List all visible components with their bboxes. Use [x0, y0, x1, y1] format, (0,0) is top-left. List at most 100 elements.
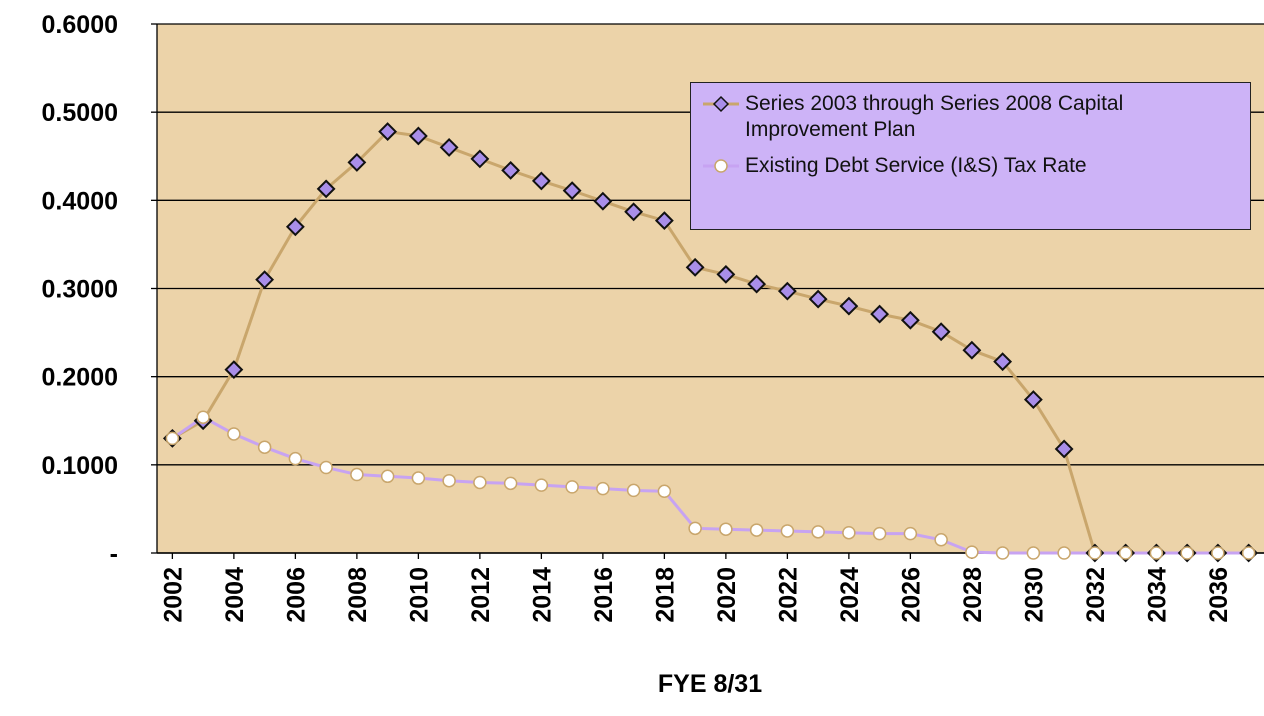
marker-diamond	[624, 202, 644, 222]
marker-circle	[257, 440, 272, 454]
marker-circle	[503, 476, 518, 491]
legend-marker	[712, 95, 730, 113]
marker-diamond	[316, 179, 336, 199]
marker-circle	[1149, 546, 1164, 560]
x-tick-label: 2034	[1143, 567, 1171, 623]
x-tick-label: 2032	[1082, 567, 1110, 623]
marker-diamond	[808, 289, 828, 309]
marker-circle	[626, 483, 641, 498]
marker-diamond	[439, 138, 459, 157]
marker-circle	[288, 451, 303, 466]
legend-icon	[703, 159, 739, 173]
x-tick-label: 2016	[590, 567, 618, 623]
marker-circle	[903, 526, 918, 541]
marker-diamond	[747, 274, 767, 294]
marker-circle	[1088, 546, 1102, 560]
marker-circle	[995, 546, 1010, 560]
marker-diamond	[1054, 439, 1074, 459]
marker-circle	[934, 533, 948, 547]
x-tick-label: 2006	[282, 567, 310, 623]
marker-diamond	[931, 322, 951, 342]
x-tick-label: 2022	[774, 567, 802, 623]
x-tick-label: 2012	[467, 567, 495, 623]
marker-circle	[442, 473, 456, 488]
x-tick-label: 2004	[221, 567, 249, 623]
legend-item: Existing Debt Service (I&S) Tax Rate	[701, 153, 1240, 179]
x-tick-label: 2024	[836, 567, 864, 623]
legend-item: Series 2003 through Series 2008 Capital …	[701, 91, 1240, 143]
marker-diamond	[654, 211, 674, 231]
y-tick-label: 0.3000	[42, 276, 118, 304]
x-tick-label: 2026	[897, 567, 925, 623]
marker-diamond	[347, 153, 367, 172]
legend-icon	[703, 95, 739, 113]
marker-diamond	[777, 281, 797, 301]
x-tick-label: 2014	[528, 567, 556, 623]
marker-circle	[811, 525, 825, 539]
marker-diamond	[870, 304, 890, 324]
marker-diamond	[685, 257, 705, 277]
marker-circle	[688, 521, 702, 536]
marker-diamond	[408, 126, 428, 146]
marker-circle	[473, 475, 487, 490]
marker-circle	[1241, 546, 1256, 560]
marker-circle	[1211, 546, 1225, 560]
legend-label: Existing Debt Service (I&S) Tax Rate	[745, 154, 1087, 177]
legend-label: Series 2003 through Series 2008 Capital …	[745, 92, 1124, 141]
marker-circle	[380, 469, 395, 484]
y-tick-label: -	[110, 540, 118, 568]
marker-diamond	[962, 340, 982, 360]
marker-circle	[1118, 546, 1133, 560]
x-tick-label: 2002	[159, 567, 187, 623]
x-tick-label: 2030	[1020, 567, 1048, 623]
marker-circle	[319, 460, 333, 475]
marker-diamond	[531, 171, 551, 191]
y-tick-label: 0.5000	[42, 99, 118, 127]
marker-circle	[227, 427, 241, 441]
marker-circle	[780, 524, 795, 538]
x-tick-label: 2008	[344, 567, 372, 623]
x-tick-label: 2028	[959, 567, 987, 623]
marker-circle	[534, 478, 549, 492]
marker-diamond	[378, 122, 398, 141]
marker-circle	[842, 525, 856, 540]
marker-circle	[350, 467, 364, 482]
marker-diamond	[224, 360, 244, 380]
marker-circle	[657, 484, 672, 499]
legend: Series 2003 through Series 2008 Capital …	[690, 82, 1251, 230]
marker-circle	[872, 526, 887, 541]
x-tick-label: 2020	[713, 567, 741, 623]
y-tick-label: 0.6000	[42, 11, 118, 39]
marker-diamond	[285, 217, 305, 237]
y-tick-label: 0.2000	[42, 364, 118, 392]
y-tick-label: 0.4000	[42, 187, 118, 215]
legend-marker	[714, 159, 728, 173]
marker-circle	[196, 410, 210, 424]
x-tick-label: 2010	[405, 567, 433, 623]
x-tick-label: 2036	[1205, 567, 1233, 623]
x-axis-title: FYE 8/31	[658, 670, 762, 698]
marker-diamond	[839, 296, 859, 316]
marker-circle	[596, 481, 610, 496]
marker-diamond	[993, 352, 1013, 372]
marker-circle	[411, 471, 426, 485]
marker-circle	[1057, 546, 1071, 560]
marker-circle	[719, 522, 733, 536]
marker-circle	[165, 431, 180, 446]
marker-diamond	[255, 270, 275, 290]
marker-circle	[965, 545, 979, 559]
marker-diamond	[470, 149, 490, 169]
marker-diamond	[1023, 390, 1043, 410]
x-tick-label: 2018	[651, 567, 679, 623]
marker-circle	[749, 523, 764, 537]
marker-diamond	[562, 181, 582, 201]
marker-diamond	[501, 160, 521, 180]
marker-diamond	[900, 310, 920, 330]
marker-circle	[1026, 546, 1041, 560]
marker-diamond	[716, 264, 736, 284]
y-tick-label: 0.1000	[42, 452, 118, 480]
marker-circle	[565, 480, 579, 494]
marker-diamond	[593, 191, 613, 211]
marker-circle	[1180, 546, 1194, 560]
